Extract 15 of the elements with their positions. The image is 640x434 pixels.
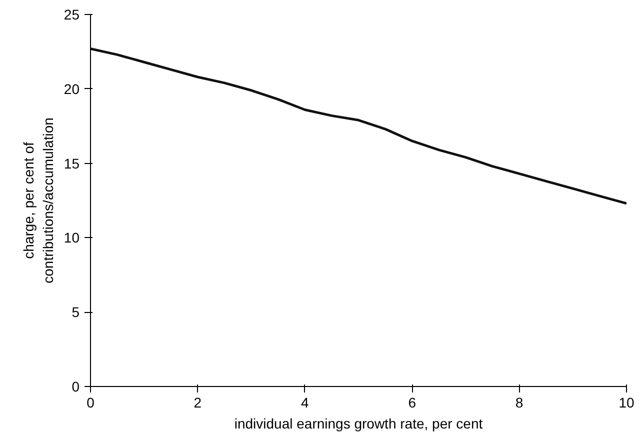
y-tick-label: 5 (72, 304, 80, 320)
line-series (90, 47, 626, 205)
x-tick-label: 2 (194, 394, 202, 410)
x-tick-label: 8 (515, 394, 524, 410)
y-tick-label: 20 (64, 80, 80, 97)
y-tick-label: 10 (64, 230, 80, 246)
y-tick-label: 0 (72, 378, 80, 394)
x-tick-label: 4 (301, 394, 310, 410)
y-tick-label: 15 (64, 155, 80, 172)
x-tick-label: 6 (408, 394, 416, 410)
y-tick-label: 25 (64, 6, 80, 22)
x-tick-label: 0 (86, 394, 95, 410)
x-tick-label: 10 (618, 394, 634, 410)
y-axis-title: charge, per cent of contributions/accumulation (20, 118, 56, 284)
x-axis-title: individual earnings growth rate, per cent (234, 416, 483, 432)
